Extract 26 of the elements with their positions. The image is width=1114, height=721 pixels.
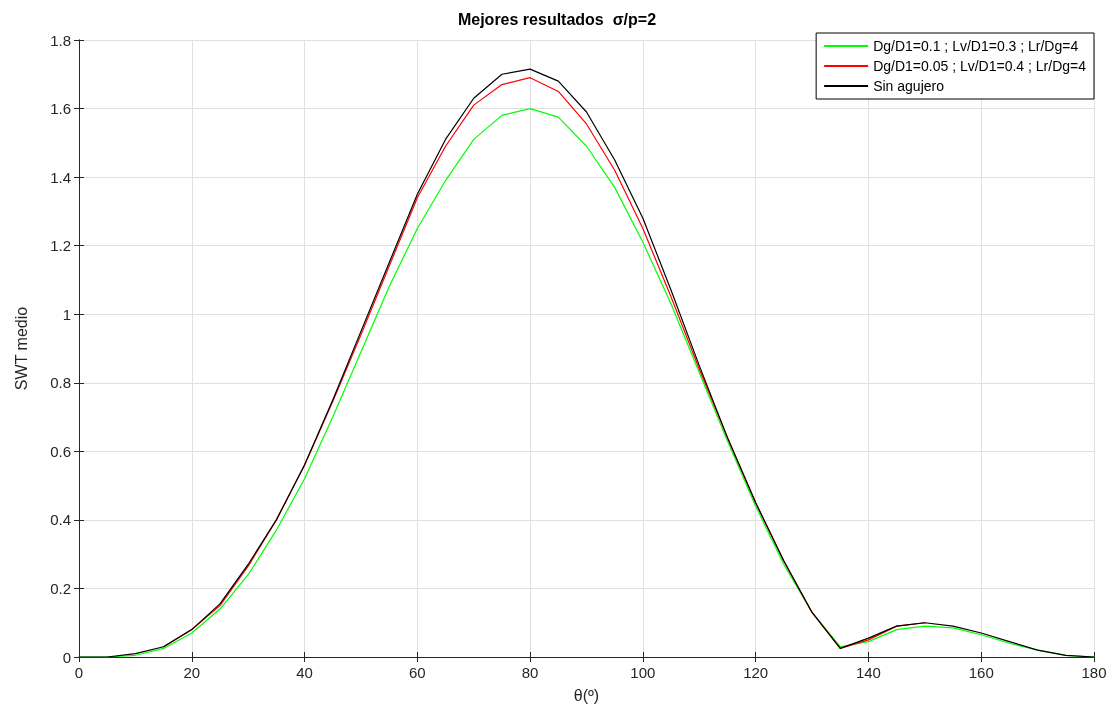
x-tick-label: 140: [855, 664, 881, 681]
x-tick-label: 60: [408, 664, 426, 681]
y-tick-label: 0.4: [50, 511, 71, 529]
legend-label: Dg/D1=0.05 ; Lv/D1=0.4 ; Lr/Dg=4: [873, 58, 1087, 74]
x-tick-label: 100: [630, 664, 656, 681]
legend-label: Dg/D1=0.1 ; Lv/D1=0.3 ; Lr/Dg=4: [873, 38, 1079, 54]
x-tick-label: 120: [743, 664, 769, 681]
x-tick-label: 0: [74, 664, 84, 681]
chart-title: Mejores resultados σ/p=2: [457, 10, 657, 28]
y-tick-label: 0.6: [50, 442, 71, 460]
x-axis-title: θ(º): [573, 686, 600, 704]
x-tick-label: 160: [968, 664, 994, 681]
y-tick-label: 0: [62, 648, 71, 666]
y-tick-label: 1.8: [50, 31, 71, 49]
y-axis-title: SWT medio: [12, 306, 30, 391]
legend-label: Sin agujero: [873, 78, 945, 94]
x-tick-label: 20: [183, 664, 201, 681]
y-tick-label: 0.2: [50, 579, 71, 597]
y-tick-label: 0.8: [50, 374, 71, 392]
x-tick-label: 180: [1081, 664, 1107, 681]
x-tick-label: 40: [296, 664, 313, 681]
y-tick-label: 1: [62, 305, 71, 323]
x-tick-label: 80: [521, 664, 539, 681]
y-tick-label: 1.6: [50, 100, 71, 118]
y-tick-label: 1.4: [50, 168, 71, 186]
y-tick-label: 1.2: [50, 237, 71, 255]
